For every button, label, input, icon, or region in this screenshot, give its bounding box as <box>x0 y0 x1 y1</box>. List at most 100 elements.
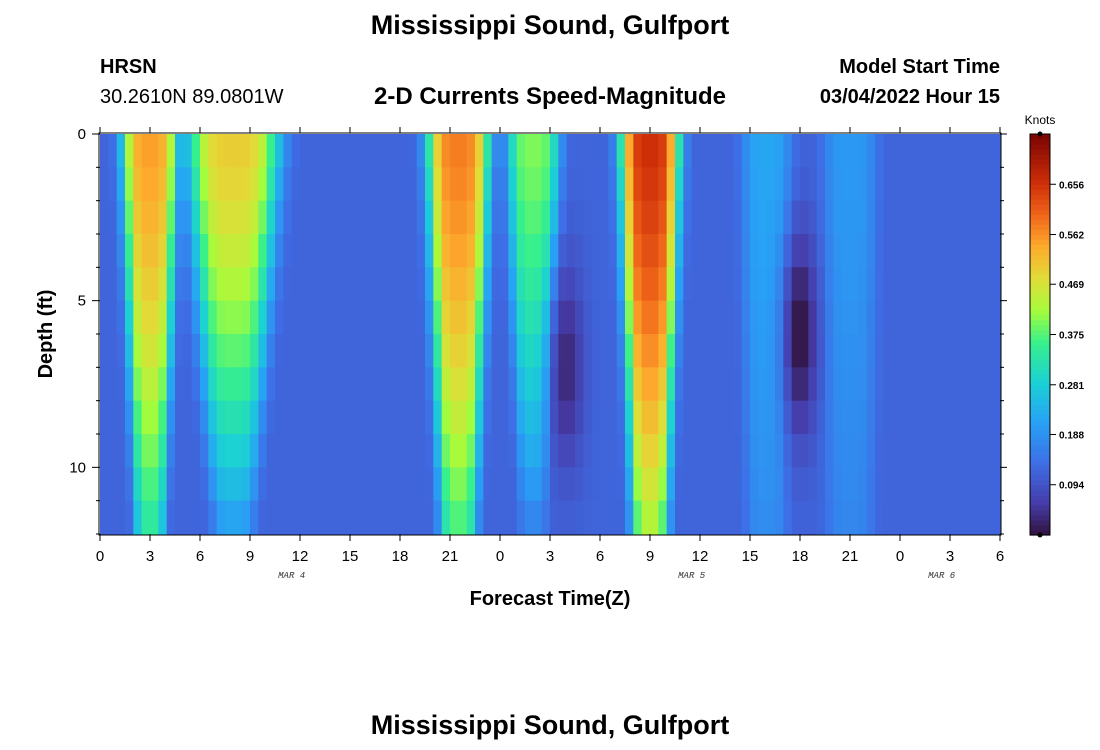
colorbar-unit: Knots <box>1025 113 1056 127</box>
heatmap-cell <box>816 134 826 168</box>
heatmap-cell <box>216 400 226 435</box>
heatmap-cell <box>666 234 676 268</box>
date-label: MAR 6 <box>928 571 956 581</box>
heatmap-cell <box>258 400 268 435</box>
heatmap-cell <box>433 367 443 402</box>
heatmap-cell <box>825 200 834 235</box>
heatmap-cell <box>933 234 943 268</box>
heatmap-cell <box>791 234 801 268</box>
heatmap-cell <box>225 467 234 502</box>
heatmap-cell <box>200 267 209 302</box>
heatmap-cell <box>700 334 709 368</box>
heatmap-cell <box>941 434 951 468</box>
heatmap-cell <box>283 367 293 402</box>
heatmap-cell <box>700 367 709 402</box>
heatmap-cell <box>591 267 601 302</box>
heatmap-cell <box>616 500 626 535</box>
heatmap-cell <box>858 234 868 268</box>
heatmap-cell <box>341 467 351 502</box>
heatmap-cell <box>166 167 176 202</box>
heatmap-cell <box>233 167 243 202</box>
y-tick-label: 0 <box>78 126 86 143</box>
heatmap-cell <box>200 500 209 535</box>
heatmap-cell <box>158 200 168 235</box>
heatmap-cell <box>183 467 193 502</box>
heatmap-cell <box>550 367 559 402</box>
heatmap-cell <box>100 200 109 235</box>
heatmap-cell <box>750 400 759 435</box>
heatmap-cell <box>475 167 484 202</box>
heatmap-cell <box>141 400 151 435</box>
heatmap-cell <box>316 267 326 302</box>
heatmap-cell <box>333 434 343 468</box>
heatmap-cell <box>375 500 384 535</box>
heatmap-cell <box>983 367 993 402</box>
heatmap-cell <box>916 200 926 235</box>
heatmap-cell <box>966 400 976 435</box>
heatmap-cell <box>975 200 984 235</box>
heatmap-cell <box>158 267 168 302</box>
heatmap-cell <box>358 367 368 402</box>
heatmap-cell <box>108 134 118 168</box>
heatmap-cell <box>108 367 118 402</box>
heatmap-cell <box>841 200 851 235</box>
heatmap-cell <box>175 500 184 535</box>
heatmap-cell <box>441 334 451 368</box>
colorbar-segment <box>1030 199 1050 205</box>
heatmap-cell <box>966 367 976 402</box>
heatmap-cell <box>608 300 618 335</box>
heatmap-cell <box>950 200 959 235</box>
heatmap-cell <box>350 300 359 335</box>
heatmap-cell <box>991 400 1001 435</box>
heatmap-cell <box>866 267 876 302</box>
heatmap-cell <box>883 334 893 368</box>
heatmap-cell <box>258 200 268 235</box>
heatmap-cell <box>208 367 218 402</box>
heatmap-cell <box>150 234 159 268</box>
heatmap-cell <box>366 134 376 168</box>
heatmap-cell <box>341 134 351 168</box>
heatmap-cell <box>383 434 393 468</box>
colorbar-segment <box>1030 209 1050 215</box>
heatmap-cell <box>250 400 259 435</box>
heatmap-cell <box>266 434 276 468</box>
heatmap-cell <box>975 234 984 268</box>
colorbar-segment <box>1030 214 1050 220</box>
colorbar-segment <box>1030 174 1050 180</box>
heatmap-cell <box>308 400 318 435</box>
heatmap-cell <box>775 267 784 302</box>
heatmap-cell <box>308 134 318 168</box>
heatmap-cell <box>891 500 901 535</box>
heatmap-cell <box>183 134 193 168</box>
heatmap-cell <box>416 367 426 402</box>
heatmap-cell <box>375 434 384 468</box>
y-tick-label: 5 <box>78 293 86 310</box>
heatmap-cell <box>850 334 859 368</box>
heatmap-cell <box>341 300 351 335</box>
heatmap-cell <box>716 234 726 268</box>
heatmap-cell <box>550 267 559 302</box>
heatmap-cell <box>875 367 884 402</box>
heatmap-cell <box>300 367 309 402</box>
heatmap-cell <box>575 334 584 368</box>
heatmap-cell <box>175 400 184 435</box>
heatmap-cell <box>991 334 1001 368</box>
heatmap-cell <box>741 334 751 368</box>
heatmap-cell <box>858 400 868 435</box>
heatmap-cell <box>416 500 426 535</box>
heatmap-cell <box>808 167 818 202</box>
heatmap-cell <box>625 234 634 268</box>
heatmap-cell <box>833 500 843 535</box>
heatmap-cell <box>183 500 193 535</box>
heatmap-cell <box>658 200 668 235</box>
heatmap-cell <box>541 134 551 168</box>
heatmap-cell <box>191 167 201 202</box>
heatmap-cell <box>575 467 584 502</box>
heatmap-cell <box>441 434 451 468</box>
x-tick-label: 18 <box>392 548 409 565</box>
heatmap-cell <box>916 467 926 502</box>
colorbar-tick-label: 0.469 <box>1059 280 1084 291</box>
heatmap-cell <box>591 134 601 168</box>
heatmap-cell <box>791 200 801 235</box>
heatmap-cell <box>325 400 334 435</box>
